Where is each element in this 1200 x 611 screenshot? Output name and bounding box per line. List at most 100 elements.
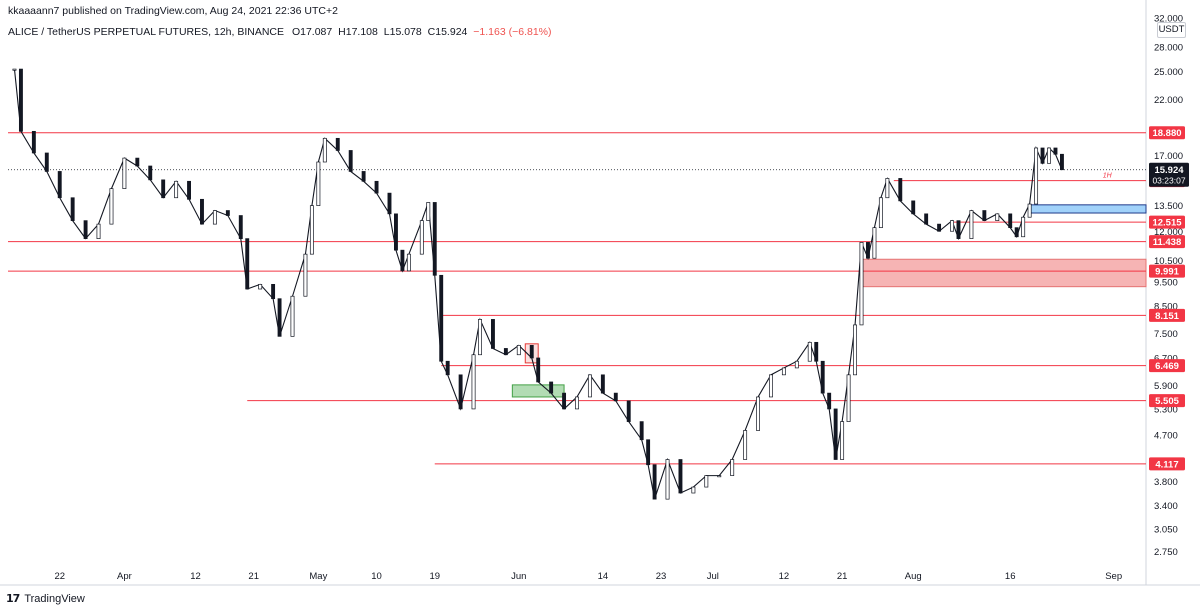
candle <box>956 220 961 239</box>
y-tick-label: 17.000 <box>1154 151 1183 162</box>
candle <box>1053 147 1058 155</box>
x-tick-label: Jul <box>707 571 719 582</box>
level-badge <box>1149 457 1185 471</box>
tradingview-brand[interactable]: 17 TradingView <box>6 592 85 605</box>
candle <box>12 68 17 71</box>
candle <box>245 238 250 290</box>
x-tick-label: Aug <box>905 571 922 582</box>
candle <box>258 283 263 290</box>
x-tick-label: 21 <box>837 571 848 582</box>
demand-zone <box>511 384 565 398</box>
candle <box>96 223 101 239</box>
candle <box>872 227 877 259</box>
x-tick-label: Apr <box>117 571 132 582</box>
x-tick-label: May <box>309 571 327 582</box>
legend-open: O17.087 <box>291 26 333 38</box>
candle <box>148 165 153 181</box>
candle <box>691 486 696 494</box>
candle <box>57 171 62 199</box>
candle <box>516 345 521 356</box>
candle <box>717 475 722 478</box>
candle <box>361 171 366 182</box>
tradingview-logo-icon: 17 <box>6 592 20 605</box>
candle <box>878 197 883 229</box>
currency-button[interactable]: USDT <box>1157 22 1186 38</box>
candle <box>911 200 916 215</box>
candle <box>490 319 495 349</box>
candle <box>394 213 398 251</box>
x-tick-label: 16 <box>1005 571 1016 582</box>
candle <box>335 137 340 151</box>
legend-close: C15.924 <box>427 26 468 38</box>
y-tick-label: 3.400 <box>1154 501 1178 512</box>
candle <box>1059 153 1064 171</box>
last-price-badge-label: 15.924 <box>1154 165 1184 176</box>
candle <box>794 360 799 369</box>
y-tick-label: 25.000 <box>1154 67 1183 78</box>
candle <box>31 130 36 154</box>
candle <box>109 188 114 225</box>
y-tick-label: 5.300 <box>1154 404 1178 415</box>
candle <box>271 283 276 300</box>
candle <box>613 392 618 402</box>
candle <box>827 392 832 410</box>
candle <box>238 215 243 239</box>
timeframe-annotation: 1H <box>1103 173 1113 180</box>
candle <box>187 180 191 200</box>
candle <box>212 210 217 225</box>
candle <box>322 137 327 163</box>
level-badge-label: 5.505 <box>1155 396 1179 407</box>
y-tick-label: 28.000 <box>1154 43 1183 54</box>
candle <box>814 341 819 362</box>
candle <box>781 367 786 376</box>
candle <box>995 213 1000 221</box>
y-tick-label: 4.700 <box>1154 431 1178 442</box>
x-tick-label: Sep <box>1105 571 1122 582</box>
level-badge-label: 8.151 <box>1155 311 1179 322</box>
candle <box>743 430 748 460</box>
candle <box>1034 147 1039 205</box>
y-tick-label: 3.050 <box>1154 525 1178 536</box>
candle <box>400 249 405 272</box>
x-tick-label: 10 <box>371 571 382 582</box>
candle <box>387 192 392 215</box>
candle <box>70 197 75 221</box>
candle <box>820 360 825 394</box>
candle <box>174 180 179 199</box>
candle <box>1008 213 1013 229</box>
level-badge <box>1149 394 1185 408</box>
level-badge-label: 6.469 <box>1155 361 1179 372</box>
candle <box>678 459 683 494</box>
symbol-legend: ALICE / TetherUS PERPETUAL FUTURES, 12h,… <box>8 26 552 38</box>
candle <box>665 459 670 500</box>
x-tick-label: 14 <box>598 571 609 582</box>
candle <box>471 354 476 410</box>
candle <box>18 68 23 132</box>
y-tick-label: 5.900 <box>1154 381 1178 392</box>
candle <box>536 357 541 383</box>
candle <box>225 210 230 216</box>
candle <box>769 374 773 398</box>
y-tick-label: 10.500 <box>1154 256 1183 267</box>
candle <box>316 161 321 206</box>
y-tick-label: 22.000 <box>1154 95 1183 106</box>
candle <box>1040 147 1045 164</box>
candle <box>937 223 942 232</box>
candle <box>549 381 554 394</box>
y-tick-label: 6.700 <box>1154 353 1178 364</box>
legend-low: L15.078 <box>383 26 422 38</box>
candle <box>426 202 431 221</box>
candle <box>982 210 987 221</box>
y-tick-label: 32.000 <box>1154 14 1183 25</box>
candle <box>833 408 838 460</box>
candle <box>1021 216 1026 238</box>
candle <box>406 253 411 272</box>
candle <box>44 152 49 172</box>
candle <box>969 210 974 239</box>
candle <box>309 205 314 255</box>
candle <box>83 220 88 239</box>
candle <box>639 421 644 441</box>
candle <box>277 298 282 337</box>
candle <box>290 295 295 337</box>
